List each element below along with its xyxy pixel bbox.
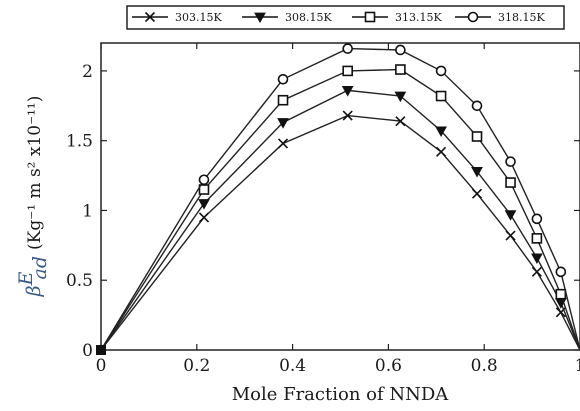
data-point (531, 266, 542, 277)
data-point-center (281, 98, 285, 102)
origin-point (96, 345, 106, 355)
x-axis-label: Mole Fraction of NNDA (232, 384, 450, 405)
legend-marker-center (368, 15, 372, 19)
x-tick-label: 0.4 (279, 356, 306, 376)
data-point (198, 174, 210, 186)
y-axis-label: βEad (Kg⁻¹ m s² x10⁻¹¹) (15, 96, 51, 298)
data-point (435, 126, 447, 138)
data-point (277, 138, 289, 149)
legend: 303.15K 308.15K 313.15K 318.15K (132, 11, 545, 24)
data-point (277, 118, 289, 129)
series-line (100, 89, 580, 351)
series-308.15K (100, 86, 580, 351)
series-layer (96, 43, 580, 355)
y-axis-label-symbol: β (23, 285, 45, 297)
series-303.15K (100, 110, 580, 351)
x-tick-label: 0.6 (375, 356, 402, 376)
legend-label: 308.15K (285, 11, 332, 24)
data-point-center (398, 68, 402, 72)
legend-item: 318.15K (455, 11, 545, 24)
data-point (341, 86, 354, 97)
data-point (504, 210, 517, 221)
y-axis-label-superscript: E (15, 271, 37, 286)
data-point (198, 212, 210, 223)
data-point (342, 43, 353, 54)
x-tick-label: 0 (96, 356, 107, 376)
legend-item: 313.15K (352, 11, 442, 24)
legend-box (126, 5, 565, 30)
y-tick-label: 0.5 (66, 271, 93, 291)
data-point (436, 146, 447, 157)
series-318.15K (100, 43, 580, 351)
data-point (555, 266, 567, 278)
legend-label: 303.15K (175, 11, 222, 24)
y-tick-label: 2 (82, 62, 93, 82)
data-point-center (475, 134, 479, 138)
data-point (471, 166, 483, 178)
legend-item: 308.15K (242, 11, 332, 24)
axis-ticks: 0 0.2 0.4 0.6 0.8 1 0 0.5 1 1.5 2 (66, 43, 580, 376)
series-line (100, 68, 580, 351)
data-point (198, 199, 210, 210)
data-point (435, 65, 447, 77)
data-point (505, 230, 516, 241)
legend-item: 303.15K (132, 11, 222, 24)
svg-text:βEad(Kg⁻¹ m s² x10⁻¹¹): βEad (Kg⁻¹ m s² x10⁻¹¹) (15, 96, 51, 298)
data-point (395, 116, 406, 127)
data-point (471, 188, 483, 199)
data-point (277, 73, 289, 85)
y-axis-label-units: (Kg⁻¹ m s² x10⁻¹¹) (25, 96, 45, 250)
y-tick-label: 1.5 (66, 132, 93, 152)
x-tick-label: 0.2 (183, 356, 210, 376)
data-point-center (509, 181, 513, 185)
data-point-center (439, 94, 443, 98)
legend-label: 313.15K (395, 11, 442, 24)
data-point (471, 100, 483, 112)
x-tick-label: 1 (575, 356, 580, 376)
data-point (342, 110, 353, 121)
y-tick-label: 1 (82, 201, 93, 221)
data-point (394, 91, 407, 103)
y-tick-label: 0 (82, 341, 93, 361)
data-point (505, 156, 516, 167)
legend-marker (467, 11, 479, 23)
data-point-center (535, 236, 539, 240)
data-point-center (559, 292, 563, 296)
x-tick-label: 0.8 (471, 356, 498, 376)
data-point-center (346, 69, 350, 73)
series-313.15K (100, 64, 580, 351)
legend-marker (254, 12, 266, 24)
y-axis-label-subscript: ad (29, 256, 51, 280)
data-point (531, 253, 543, 265)
data-point-center (202, 188, 206, 192)
legend-marker (144, 11, 156, 23)
legend-label: 318.15K (498, 11, 545, 24)
plot-frame (100, 42, 580, 351)
data-point (531, 213, 543, 225)
data-point (395, 44, 406, 56)
